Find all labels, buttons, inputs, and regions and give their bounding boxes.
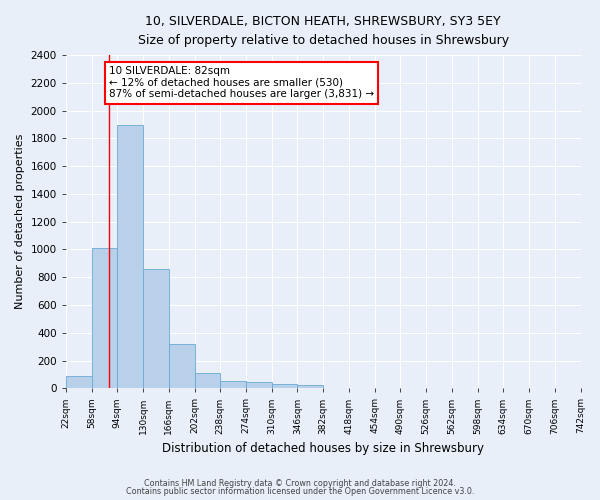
Bar — [194, 373, 220, 388]
Bar — [220, 382, 246, 388]
Bar — [143, 269, 169, 388]
Bar — [246, 382, 272, 388]
Bar — [92, 248, 118, 388]
Title: 10, SILVERDALE, BICTON HEATH, SHREWSBURY, SY3 5EY
Size of property relative to d: 10, SILVERDALE, BICTON HEATH, SHREWSBURY… — [137, 15, 509, 47]
Text: 10 SILVERDALE: 82sqm
← 12% of detached houses are smaller (530)
87% of semi-deta: 10 SILVERDALE: 82sqm ← 12% of detached h… — [109, 66, 374, 100]
Bar — [118, 124, 143, 388]
Bar — [272, 384, 298, 388]
Y-axis label: Number of detached properties: Number of detached properties — [15, 134, 25, 310]
Bar — [66, 376, 92, 388]
Bar — [169, 344, 194, 389]
Text: Contains HM Land Registry data © Crown copyright and database right 2024.: Contains HM Land Registry data © Crown c… — [144, 478, 456, 488]
Text: Contains public sector information licensed under the Open Government Licence v3: Contains public sector information licen… — [126, 487, 474, 496]
X-axis label: Distribution of detached houses by size in Shrewsbury: Distribution of detached houses by size … — [162, 442, 484, 455]
Bar — [298, 386, 323, 388]
